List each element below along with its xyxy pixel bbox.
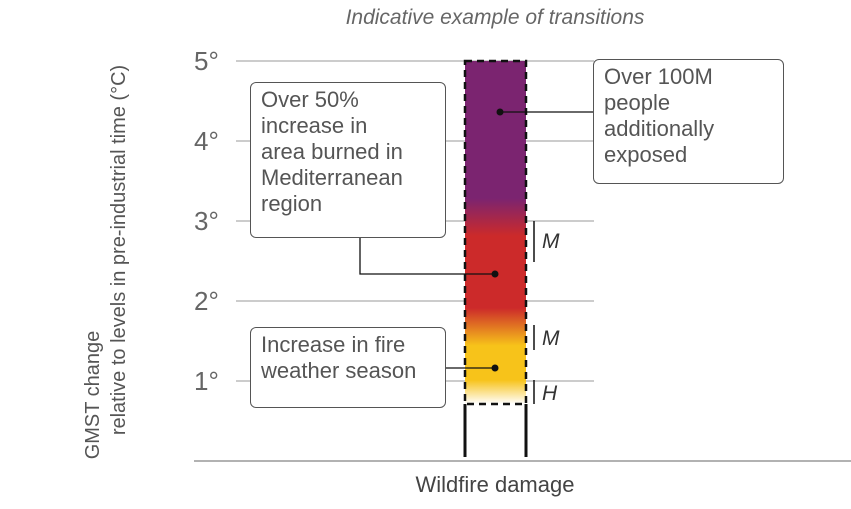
callout-high-line-4: Mediterranean	[261, 165, 403, 190]
x-axis-label: Wildfire damage	[416, 472, 575, 497]
callout-high-line-1: Over 50%	[261, 87, 359, 112]
callout-high-line-2: increase in	[261, 113, 368, 138]
ember-bar	[465, 61, 526, 404]
y-tick-label-1: 1°	[194, 366, 219, 396]
callout-high-risk: Over 50% increase in area burned in Medi…	[250, 82, 446, 238]
callout-moderate-line-2: weather season	[261, 358, 417, 383]
marker-dot-moderate	[491, 364, 499, 372]
y-tick-label-3: 3°	[194, 206, 219, 236]
callout-very-high-line-4: exposed	[604, 142, 688, 167]
chart-title: Indicative example of transitions	[346, 6, 645, 29]
callout-very-high-risk: Over 100M people additionally exposed	[593, 59, 784, 184]
y-axis-label-line2: relative to levels in pre-industrial tim…	[108, 65, 130, 435]
callout-very-high-line-2: people	[604, 90, 671, 115]
marker-dot-high	[491, 270, 499, 278]
confidence-label-upper: M	[542, 230, 560, 253]
ember-bar-dashed-outline	[463, 59, 528, 406]
y-axis-label-line1: GMST change	[82, 331, 104, 460]
y-tick-label-4: 4°	[194, 126, 219, 156]
callout-very-high-line-1: Over 100M	[604, 64, 713, 89]
marker-dot-very-high	[496, 108, 504, 116]
callout-high-line-3: area burned in	[261, 139, 403, 164]
y-tick-label-5: 5°	[194, 46, 219, 76]
callout-very-high-line-3: additionally	[604, 116, 715, 141]
callout-moderate-risk: Increase in fire weather season	[250, 327, 446, 408]
confidence-label-middle: M	[542, 327, 560, 350]
confidence-label-lower: H	[542, 382, 558, 405]
y-tick-label-2: 2°	[194, 286, 219, 316]
connector-high	[359, 232, 495, 275]
callout-moderate-line-1: Increase in fire	[261, 332, 406, 357]
callout-high-line-5: region	[261, 191, 323, 216]
